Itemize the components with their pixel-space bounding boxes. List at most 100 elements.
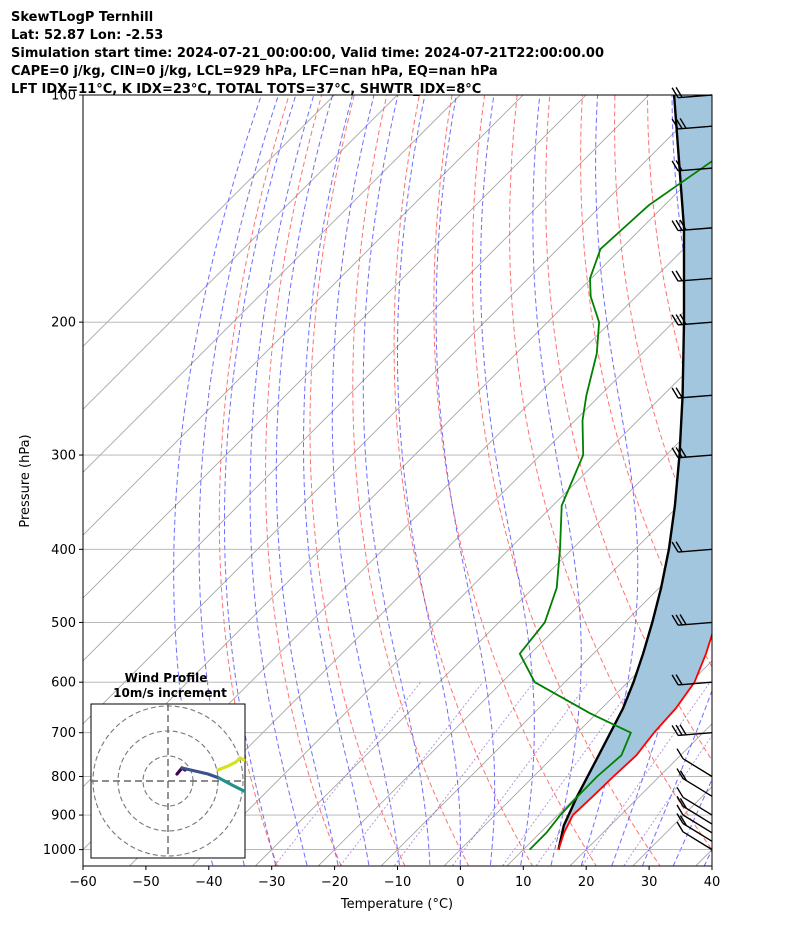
dry-adiabat bbox=[545, 95, 712, 762]
isotherm bbox=[83, 95, 587, 599]
chart-title: SkewTLogP Ternhill bbox=[11, 10, 154, 25]
y-tick-label: 200 bbox=[51, 316, 76, 331]
wind-barb bbox=[671, 387, 713, 399]
hodograph-segment bbox=[180, 766, 221, 780]
mixing-ratio-line bbox=[623, 734, 712, 866]
isotherm bbox=[443, 597, 712, 866]
wind-barb bbox=[671, 160, 713, 172]
y-tick-label: 800 bbox=[51, 770, 76, 785]
y-tick-label: 900 bbox=[51, 809, 76, 824]
isotherm bbox=[83, 95, 398, 410]
wind-barb bbox=[671, 270, 713, 282]
hodograph-inset: Wind Profile 10m/s increment bbox=[90, 671, 246, 859]
x-tick-label: −30 bbox=[258, 875, 285, 890]
moist-adiabat bbox=[435, 95, 496, 866]
y-axis-label: Pressure (hPa) bbox=[18, 434, 33, 527]
wind-barb bbox=[676, 786, 713, 816]
dry-adiabat bbox=[218, 95, 290, 866]
wind-barb bbox=[671, 724, 713, 737]
x-tick-label: 10 bbox=[515, 875, 532, 890]
isotherm bbox=[191, 345, 712, 866]
wind-barb bbox=[676, 748, 713, 778]
inset-subtitle: 10m/s increment bbox=[113, 686, 227, 700]
moist-adiabat bbox=[362, 95, 431, 866]
cape-cin-shading bbox=[558, 95, 712, 850]
moist-adiabat bbox=[580, 95, 639, 866]
wind-barb bbox=[671, 674, 713, 686]
moist-adiabat bbox=[480, 95, 535, 866]
moist-adiabat bbox=[672, 778, 712, 866]
x-axis-label: Temperature (°C) bbox=[340, 897, 453, 912]
mixing-ratio-line bbox=[502, 681, 636, 866]
wind-barb bbox=[671, 219, 713, 232]
moist-adiabat bbox=[224, 95, 297, 866]
wind-barb bbox=[671, 541, 713, 553]
wind-barb bbox=[676, 768, 713, 797]
mixing-ratio-line bbox=[394, 681, 535, 866]
isotherm bbox=[128, 282, 712, 866]
isotherm bbox=[83, 95, 524, 536]
dry-adiabat bbox=[393, 95, 534, 866]
moist-adiabat bbox=[198, 95, 280, 866]
dry-adiabat bbox=[309, 95, 406, 866]
x-tick-label: −50 bbox=[132, 875, 159, 890]
y-tick-label: 400 bbox=[51, 543, 76, 558]
x-tick-label: 20 bbox=[578, 875, 595, 890]
wind-barb bbox=[671, 117, 713, 130]
mixing-ratio-line bbox=[582, 681, 711, 866]
dry-adiabat bbox=[265, 95, 342, 866]
location-line: Lat: 52.87 Lon: -2.53 bbox=[11, 28, 164, 43]
x-tick-label: 0 bbox=[456, 875, 464, 890]
isotherm bbox=[317, 471, 712, 866]
y-tick-label: 600 bbox=[51, 676, 76, 691]
hodograph-segment bbox=[216, 756, 245, 772]
dry-adiabat bbox=[613, 95, 712, 569]
mixing-ratio-line bbox=[274, 681, 422, 866]
x-tick-label: −10 bbox=[384, 875, 411, 890]
dewpoint-profile-line bbox=[518, 160, 712, 851]
wind-barb bbox=[671, 313, 713, 326]
dry-adiabat bbox=[711, 61, 794, 881]
x-tick-label: −20 bbox=[321, 875, 348, 890]
y-tick-label: 100 bbox=[51, 89, 76, 104]
dry-adiabat bbox=[433, 95, 597, 866]
isotherm bbox=[83, 95, 336, 348]
x-tick-label: −60 bbox=[69, 875, 96, 890]
mixing-ratio-line bbox=[452, 681, 589, 866]
x-tick-label: 30 bbox=[641, 875, 658, 890]
moist-adiabat bbox=[173, 95, 262, 866]
isotherm bbox=[569, 723, 712, 866]
moist-adiabat bbox=[303, 95, 370, 866]
wind-barb bbox=[676, 795, 713, 825]
dry-adiabat bbox=[646, 95, 712, 458]
isotherm bbox=[380, 534, 712, 866]
time-line: Simulation start time: 2024-07-21_00:00:… bbox=[11, 46, 604, 61]
temperature-profile-line bbox=[557, 631, 712, 850]
x-tick-label: −40 bbox=[195, 875, 222, 890]
dry-adiabat bbox=[352, 95, 470, 866]
dry-adiabat bbox=[509, 95, 712, 851]
moist-adiabat bbox=[532, 95, 582, 866]
wind-barb bbox=[671, 446, 713, 459]
y-tick-label: 500 bbox=[51, 616, 76, 631]
isotherm bbox=[83, 95, 712, 725]
dry-adiabat bbox=[743, 61, 794, 881]
moist-adiabat bbox=[331, 95, 401, 866]
indices-line-2: LFT IDX=11°C, K IDX=23°C, TOTAL TOTS=37°… bbox=[11, 82, 482, 97]
moist-adiabat bbox=[275, 95, 339, 866]
hodograph-segment bbox=[217, 776, 245, 794]
isotherm bbox=[254, 408, 712, 866]
isotherm bbox=[744, 61, 794, 881]
moist-adiabat bbox=[397, 95, 461, 866]
wind-barb bbox=[671, 614, 713, 626]
dry-adiabat bbox=[471, 95, 661, 866]
isotherm bbox=[83, 95, 461, 473]
inset-title: Wind Profile bbox=[125, 671, 208, 685]
y-tick-label: 1000 bbox=[43, 843, 76, 858]
x-tick-label: 40 bbox=[704, 875, 721, 890]
indices-line-1: CAPE=0 j/kg, CIN=0 j/kg, LCL=929 hPa, LF… bbox=[11, 64, 498, 79]
y-tick-label: 300 bbox=[51, 449, 76, 464]
y-tick-label: 700 bbox=[51, 726, 76, 741]
wind-barb bbox=[676, 804, 713, 834]
